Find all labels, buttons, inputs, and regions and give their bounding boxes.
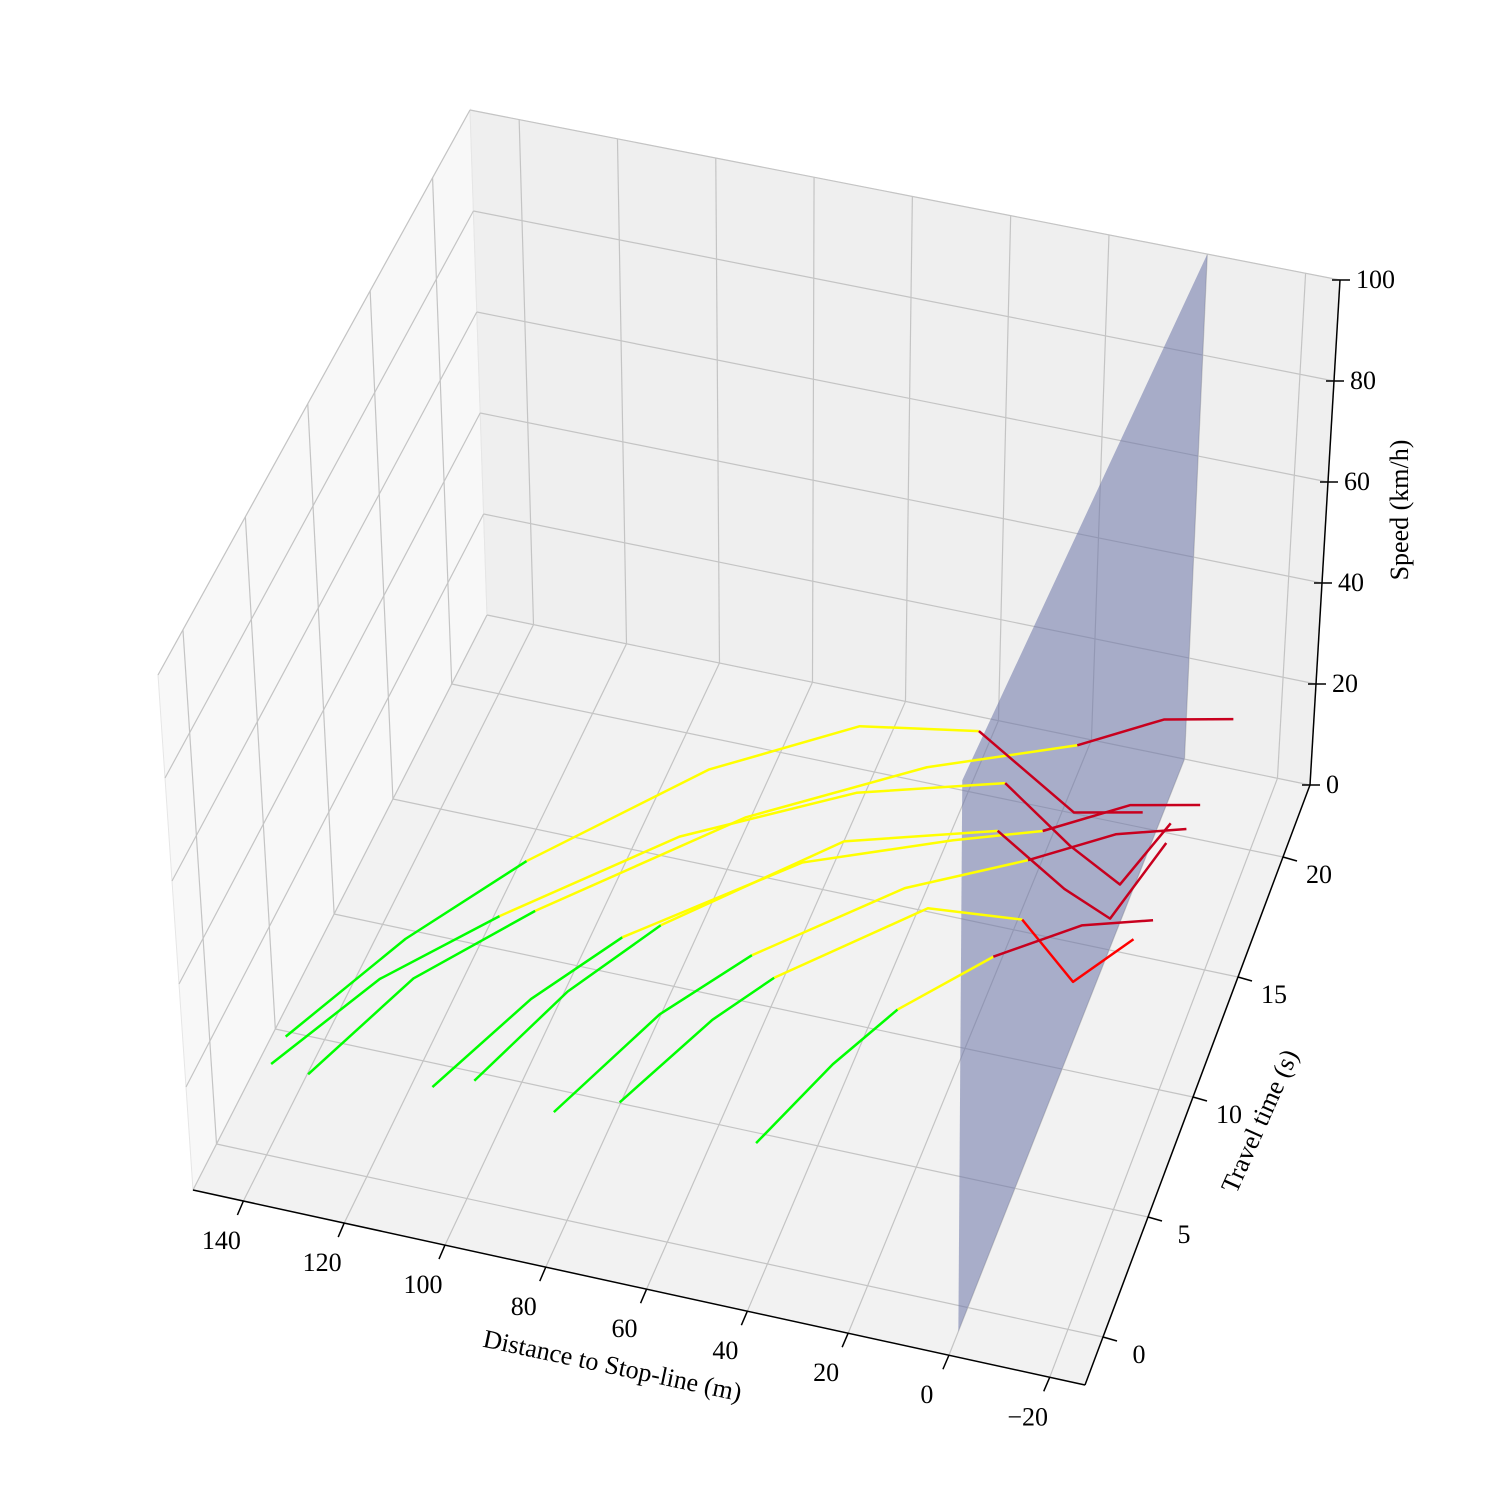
- trajectory-segment: [526, 724, 979, 863]
- trajectory-segment: [618, 976, 775, 1104]
- trajectory-segment: [621, 829, 1043, 939]
- trajectory-segment: [1042, 803, 1201, 833]
- x-tick: [639, 1288, 648, 1304]
- y-tick: [1192, 1096, 1208, 1102]
- x-tick: [942, 1354, 950, 1370]
- trajectory-segment: [978, 730, 1143, 814]
- trajectory-segment: [284, 860, 528, 1038]
- y-tick: [1102, 1336, 1118, 1342]
- y-tick-label: 5: [1178, 1220, 1191, 1249]
- x-tick-label: 20: [813, 1358, 839, 1387]
- x-tick-label: 80: [511, 1292, 537, 1321]
- trajectory-segment: [431, 936, 624, 1089]
- x-tick: [438, 1244, 446, 1260]
- z-tick-label: 100: [1356, 265, 1395, 294]
- trajectory-segment: [473, 924, 662, 1082]
- trajectory-segment: [270, 914, 501, 1066]
- grid-line: [307, 403, 335, 915]
- x-tick: [1043, 1376, 1051, 1392]
- grid-line: [216, 1143, 1104, 1338]
- grid-line: [244, 516, 276, 1030]
- grid-line: [904, 196, 913, 702]
- z-tick-label: 80: [1350, 366, 1376, 395]
- x-tick: [539, 1266, 547, 1282]
- trajectory-segment: [534, 744, 1078, 913]
- grid-line: [343, 643, 628, 1224]
- z-axis-line: [1309, 279, 1341, 786]
- z-tick-label: 40: [1338, 568, 1364, 597]
- trajectory-segment: [896, 955, 994, 1011]
- stop-line-plane: [958, 254, 1208, 1332]
- y-tick-label: 0: [1133, 1340, 1146, 1369]
- trajectory-segment: [1027, 827, 1187, 862]
- grid-line: [746, 720, 1000, 1312]
- grid-line: [178, 412, 481, 985]
- trajectory-segment: [755, 1008, 899, 1144]
- x-tick: [236, 1200, 245, 1216]
- grid-line: [369, 290, 394, 800]
- x-tick: [841, 1332, 849, 1348]
- x-tick-label: 100: [403, 1270, 442, 1299]
- trajectory-segment: [499, 781, 1006, 918]
- y-tick: [1282, 856, 1298, 862]
- z-tick-label: 0: [1326, 770, 1339, 799]
- trajectory-segment: [660, 829, 998, 927]
- grid-line: [646, 701, 907, 1290]
- y-tick-label: 10: [1216, 1100, 1242, 1129]
- grid-line: [185, 513, 485, 1088]
- x-axis-line: [192, 1189, 1086, 1386]
- y-tick: [1237, 976, 1253, 982]
- grid-line: [164, 210, 474, 779]
- grid-line: [171, 311, 478, 882]
- grid-line: [192, 614, 488, 1191]
- z-tick-label: 20: [1332, 669, 1358, 698]
- x-tick: [337, 1222, 345, 1238]
- x-tick-label: 60: [612, 1314, 638, 1343]
- grid-line: [616, 138, 628, 644]
- grid-line: [715, 158, 721, 664]
- grid-line: [469, 109, 1341, 281]
- z-axis-title: Speed (km/h): [1385, 440, 1414, 581]
- y-tick: [1147, 1216, 1163, 1222]
- x-tick-label: 40: [712, 1336, 738, 1365]
- grid-line: [518, 119, 535, 625]
- grid-line: [444, 662, 721, 1246]
- trajectory-segment: [552, 954, 753, 1114]
- grid-line: [431, 177, 453, 685]
- trajectory-segment: [992, 919, 1154, 958]
- trajectory-segment: [1076, 717, 1234, 747]
- grid-line: [1049, 778, 1279, 1378]
- grid-line: [811, 177, 815, 683]
- x-tick-label: 140: [202, 1226, 241, 1255]
- y-tick-label: 15: [1261, 980, 1287, 1009]
- grid-line: [242, 624, 535, 1202]
- grid-line: [997, 215, 1012, 721]
- z-tick-label: 60: [1344, 467, 1370, 496]
- trajectory-segment: [1004, 782, 1172, 886]
- x-tick-label: 0: [920, 1380, 933, 1409]
- grid-line: [182, 629, 218, 1145]
- x-tick: [740, 1310, 749, 1326]
- x-tick-label: −20: [1007, 1402, 1048, 1431]
- trajectory-segment: [751, 858, 1029, 957]
- trajectory-segment: [307, 909, 536, 1076]
- x-tick-label: 120: [303, 1248, 342, 1277]
- grid-line: [157, 109, 471, 676]
- y-tick-label: 20: [1306, 860, 1332, 889]
- grid-line: [1276, 273, 1307, 779]
- grid-line: [545, 681, 814, 1268]
- trajectory-segment: [773, 907, 1023, 979]
- y-axis-line: [1084, 784, 1311, 1386]
